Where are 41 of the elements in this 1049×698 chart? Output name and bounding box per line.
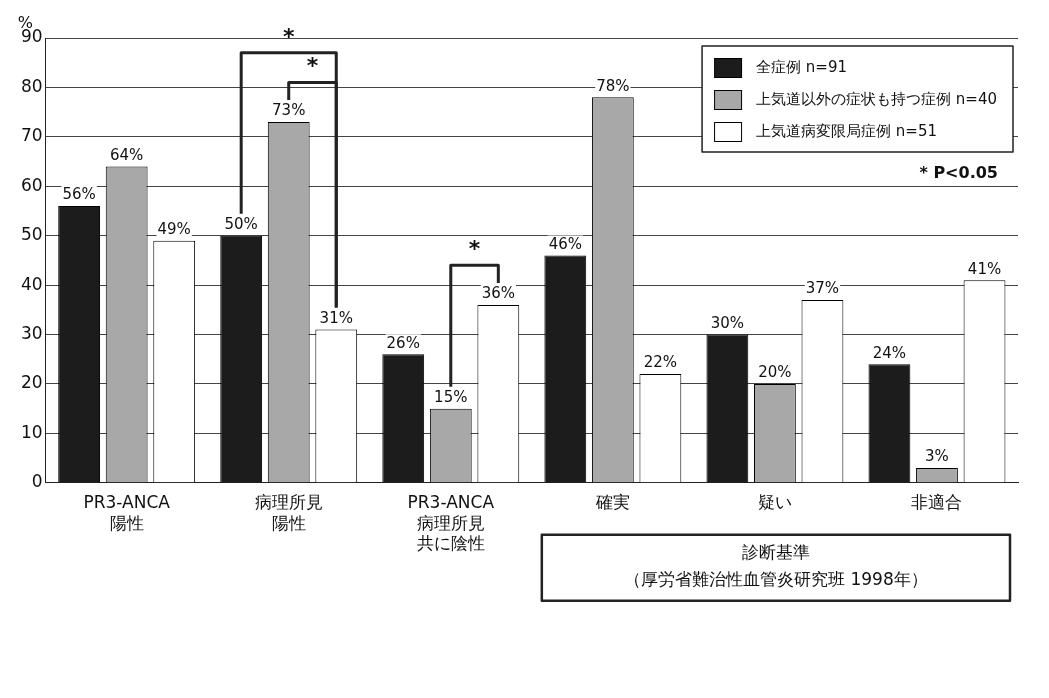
x-tick-label: 疑い	[757, 492, 792, 513]
y-tick-label: 0	[31, 471, 43, 492]
y-tick-label: 30	[20, 322, 43, 343]
data-label: 22%	[643, 353, 678, 372]
data-label: 31%	[319, 308, 353, 327]
data-label: 30%	[710, 313, 745, 332]
data-label: 56%	[62, 185, 96, 204]
x-tick-label: PR3-ANCA陽性	[83, 492, 171, 533]
data-label: 24%	[872, 343, 907, 362]
data-label: 41%	[967, 259, 1002, 278]
y-tick-label: 20	[20, 372, 43, 393]
x-tick-label: 確実	[594, 492, 630, 513]
annotation: *	[282, 23, 295, 49]
x-tick-label: PR3-ANCA病理所見共に陰性	[407, 492, 495, 554]
data-label: 36%	[481, 284, 515, 303]
annotation: * P<0.05	[919, 163, 998, 183]
legend-label: 全症例 n=91	[756, 57, 848, 76]
data-label: 3%	[925, 447, 949, 466]
data-label: 46%	[548, 234, 582, 253]
x-tick-label: 病理所見陽性	[254, 492, 323, 533]
data-label: 49%	[157, 220, 191, 239]
x-tick-label: 非適合	[911, 492, 963, 513]
text: 診断基準（厚労省難治性血管炎研究班 1998年）	[624, 542, 928, 590]
data-label: 73%	[272, 101, 306, 120]
y-tick-label: 70	[20, 125, 43, 146]
data-label: 37%	[805, 279, 840, 298]
data-label: 20%	[758, 363, 792, 382]
data-label: 26%	[386, 333, 420, 352]
legend-label: 上気道病変限局症例 n=51	[756, 121, 938, 140]
y-tick-label: 60	[20, 174, 43, 195]
legend-label: 上気道以外の症状も持つ症例 n=40	[756, 89, 998, 108]
y-tick-label: 80	[20, 75, 43, 96]
data-label: 78%	[596, 76, 630, 95]
data-label: 15%	[434, 388, 468, 407]
y-tick-label: 50	[20, 224, 43, 245]
data-label: 50%	[224, 215, 258, 234]
annotation: *	[468, 236, 481, 262]
y-tick-label: 40	[20, 273, 43, 294]
y-tick-label: 10	[20, 421, 43, 442]
annotation: *	[306, 53, 319, 79]
data-label: 64%	[109, 145, 144, 164]
